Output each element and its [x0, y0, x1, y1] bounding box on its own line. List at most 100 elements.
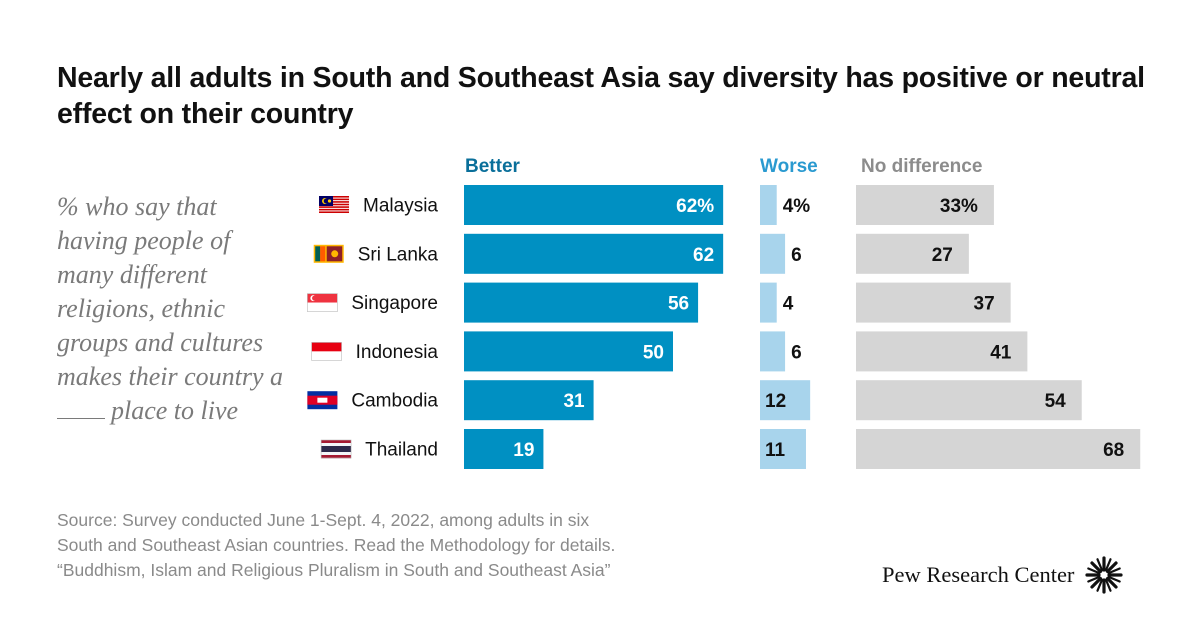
flag-outline — [320, 439, 352, 459]
flag-stripe — [319, 208, 350, 211]
flag-stripe — [321, 449, 352, 453]
bar-better — [464, 380, 594, 421]
data-label-no-difference: 41 — [990, 342, 1012, 363]
bar-better — [464, 331, 673, 372]
country-label: Thailand — [365, 440, 438, 461]
bar-no-difference — [856, 380, 1082, 421]
bar-no-difference — [856, 233, 969, 274]
source-line: “Buddhism, Islam and Religious Pluralism… — [57, 560, 611, 580]
subtitle-text: % who say that having people of many dif… — [57, 192, 284, 391]
data-label-no-difference: 37 — [974, 294, 995, 315]
thailand-flag-icon — [320, 439, 352, 459]
source-line: South and Southeast Asian countries. Rea… — [57, 535, 616, 555]
data-label-worse: 12 — [765, 391, 786, 412]
flag-star — [327, 199, 332, 203]
starburst-ray — [1106, 576, 1119, 589]
logo-text: Pew Research Center — [882, 562, 1075, 587]
data-label-worse: 4 — [783, 294, 794, 315]
flag-stripe — [319, 198, 350, 201]
bar-no-difference — [856, 282, 1011, 323]
subtitle-text-end: place to live — [111, 396, 239, 425]
starburst-ray — [1096, 578, 1104, 592]
data-label-better: 50 — [643, 342, 664, 363]
source-line: Source: Survey conducted June 1-Sept. 4,… — [57, 510, 590, 530]
data-label-better: 19 — [513, 440, 534, 461]
flag-red — [311, 342, 342, 352]
data-label-no-difference: 33% — [940, 196, 978, 217]
flag-stripe — [321, 446, 352, 450]
bar-no-difference — [856, 429, 1141, 469]
flag-stripe — [321, 452, 352, 456]
country-label: Indonesia — [356, 342, 439, 363]
starburst-ray — [1090, 561, 1103, 574]
flag-stripe — [319, 211, 350, 214]
flag-stripe — [319, 203, 350, 206]
flag-outline — [307, 293, 338, 312]
column-header-worse: Worse — [760, 156, 818, 177]
data-label-better: 31 — [563, 391, 585, 412]
starburst-ray — [1090, 576, 1103, 589]
data-label-worse: 11 — [765, 440, 786, 461]
country-label: Malaysia — [363, 196, 438, 217]
country-label: Singapore — [351, 293, 438, 314]
data-label-worse: 4% — [783, 196, 811, 217]
flag-lion — [331, 250, 339, 258]
starburst-ray — [1106, 561, 1119, 574]
flag-stripe — [321, 455, 352, 459]
starburst-ray — [1087, 567, 1101, 575]
column-header-no-difference: No difference — [861, 156, 983, 177]
malaysia-flag-icon — [319, 196, 350, 214]
bar-better — [464, 429, 544, 469]
bar-better — [464, 233, 724, 274]
flag-orange — [320, 246, 326, 262]
starburst-ray — [1096, 558, 1104, 572]
indonesia-flag-icon — [311, 342, 342, 361]
country-label: Cambodia — [351, 391, 438, 412]
starburst-ray — [1105, 578, 1113, 592]
starburst-ray — [1107, 567, 1122, 575]
starburst-ray — [1107, 575, 1122, 583]
cambodia-flag-icon — [307, 391, 338, 410]
bar-better — [464, 282, 699, 323]
bar-worse — [760, 429, 806, 469]
bar-worse — [760, 380, 811, 421]
starburst-ray — [1087, 575, 1101, 583]
flag-outline — [311, 342, 342, 361]
pew-logo: Pew Research Center — [882, 555, 1124, 595]
country-label: Sri Lanka — [358, 244, 439, 265]
bar-no-difference — [856, 331, 1028, 372]
chart-title: Nearly all adults in South and Southeast… — [57, 62, 1145, 130]
flag-stripe — [319, 196, 350, 198]
starburst-ray — [1105, 558, 1113, 572]
singapore-flag-icon — [307, 293, 338, 312]
flag-white — [311, 351, 342, 361]
data-label-no-difference: 54 — [1045, 391, 1067, 412]
flag-stripe — [321, 443, 352, 447]
data-label-no-difference: 27 — [932, 245, 953, 266]
bar-worse — [760, 331, 786, 372]
bar-worse — [760, 282, 777, 323]
data-label-better: 62% — [676, 196, 714, 217]
data-label-worse: 6 — [791, 245, 802, 266]
flag-stripe — [321, 440, 352, 444]
flag-temple — [317, 397, 328, 403]
bar-better — [464, 185, 724, 225]
flag-crescent-cut — [312, 295, 318, 301]
flag-crescent-cut — [323, 198, 329, 204]
pew-starburst-icon — [1085, 556, 1124, 594]
source-note: Source: Survey conducted June 1-Sept. 4,… — [57, 508, 777, 583]
bar-worse — [760, 233, 786, 274]
data-label-worse: 6 — [791, 342, 802, 363]
column-header-better: Better — [465, 156, 520, 177]
bar-no-difference — [856, 185, 994, 225]
flag-stripe — [319, 206, 350, 208]
data-label-better: 62 — [693, 245, 714, 266]
chart-subtitle: % who say that having people of many dif… — [57, 190, 287, 428]
flag-white — [307, 302, 338, 312]
bar-worse — [760, 185, 777, 225]
data-label-better: 56 — [668, 294, 689, 315]
flag-green — [315, 246, 321, 262]
flag-stripe — [319, 201, 350, 203]
sri-lanka-flag-icon — [313, 244, 344, 263]
